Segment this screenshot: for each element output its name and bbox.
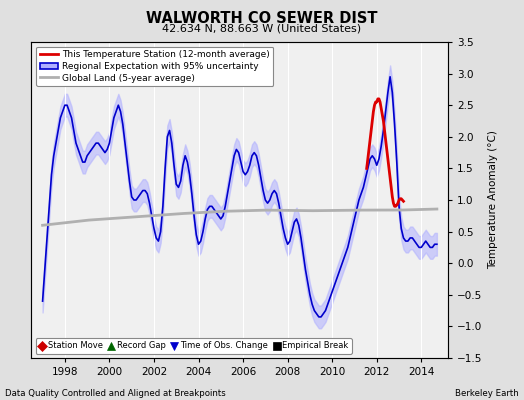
Text: 42.634 N, 88.663 W (United States): 42.634 N, 88.663 W (United States)	[162, 23, 362, 33]
Text: Data Quality Controlled and Aligned at Breakpoints: Data Quality Controlled and Aligned at B…	[5, 389, 226, 398]
Legend: Station Move, Record Gap, Time of Obs. Change, Empirical Break: Station Move, Record Gap, Time of Obs. C…	[36, 338, 352, 354]
Text: WALWORTH CO SEWER DIST: WALWORTH CO SEWER DIST	[146, 11, 378, 26]
Text: Berkeley Earth: Berkeley Earth	[455, 389, 519, 398]
Y-axis label: Temperature Anomaly (°C): Temperature Anomaly (°C)	[488, 130, 498, 270]
